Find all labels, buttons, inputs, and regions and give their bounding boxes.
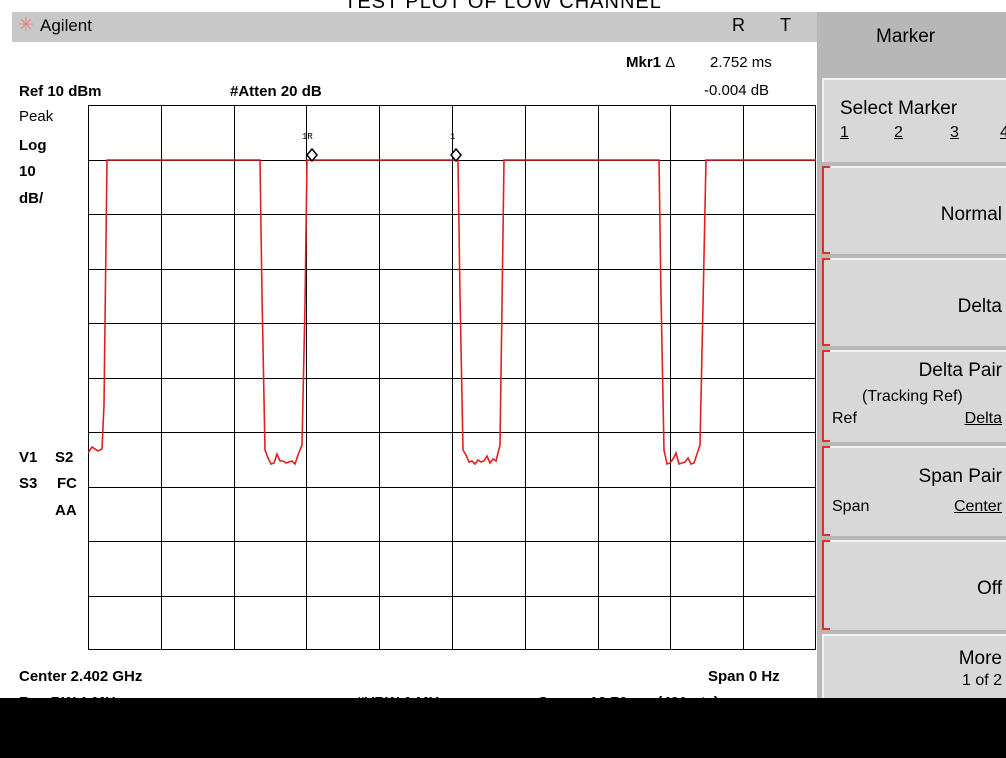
center-frequency: Center 2.402 GHz xyxy=(19,668,143,685)
span-pair-span: Span xyxy=(832,498,870,515)
marker-1: 1 xyxy=(450,132,462,163)
flag-aa: AA xyxy=(55,502,77,519)
delta-pair-ref: Ref xyxy=(832,410,857,427)
flag-s2: S2 xyxy=(55,449,74,466)
delta-key[interactable]: Delta xyxy=(822,258,1006,346)
more-label: More xyxy=(958,648,1002,669)
span-pair-label: Span Pair xyxy=(918,466,1002,487)
page-title: TEST PLOT OF LOW CHANNEL xyxy=(344,0,662,13)
more-page: 1 of 2 xyxy=(961,672,1002,689)
marker-1r-diamond xyxy=(306,147,318,163)
flag-fc: FC xyxy=(57,475,77,492)
marker-option-2[interactable]: 2 xyxy=(894,124,903,141)
key-bracket-delta xyxy=(822,258,830,346)
menu-title: Marker xyxy=(876,26,936,47)
marker-1r: 1R xyxy=(302,132,318,163)
status-bar xyxy=(0,698,1006,758)
agilent-spark-icon: ✳ xyxy=(18,15,34,36)
marker-1-label: 1 xyxy=(450,132,455,142)
scale-div-unit: dB/ xyxy=(19,190,44,207)
delta-pair-sub: (Tracking Ref) xyxy=(862,388,963,405)
brand-name: Agilent xyxy=(40,16,92,35)
key-bracket-delta-pair xyxy=(822,350,830,442)
attenuation: #Atten 20 dB xyxy=(230,83,322,100)
scale-div-value: 10 xyxy=(19,163,36,180)
select-marker-label: Select Marker xyxy=(840,98,958,119)
delta-pair-key[interactable]: Delta Pair (Tracking Ref) Ref Delta xyxy=(822,350,1006,442)
marker-option-4[interactable]: 4 xyxy=(1000,124,1006,141)
detector-mode: Peak xyxy=(19,108,54,125)
title-bar xyxy=(12,12,817,42)
normal-key[interactable]: Normal xyxy=(822,166,1006,254)
remote-indicator: R xyxy=(732,15,745,35)
delta-label: Delta xyxy=(957,296,1002,317)
marker-readout-label: Mkr1 Δ xyxy=(626,54,676,71)
off-key[interactable]: Off xyxy=(822,540,1006,630)
span-pair-center: Center xyxy=(953,498,1002,515)
marker-option-3[interactable]: 3 xyxy=(950,124,959,141)
trace-display: 1R 1 xyxy=(88,105,816,650)
flag-v1: V1 xyxy=(19,449,38,466)
marker-1-diamond xyxy=(450,147,462,163)
marker-readout-time: 2.752 ms xyxy=(710,54,772,71)
span-pair-key[interactable]: Span Pair Span Center xyxy=(822,446,1006,536)
marker-1r-label: 1R xyxy=(302,132,313,142)
ref-level: Ref 10 dBm xyxy=(19,83,102,100)
screen-edge xyxy=(0,42,12,698)
off-label: Off xyxy=(977,578,1002,599)
marker-readout-level: -0.004 dB xyxy=(704,82,770,99)
trace-line xyxy=(88,159,816,466)
trigger-indicator: T xyxy=(780,15,791,35)
span-value: Span 0 Hz xyxy=(708,668,780,685)
delta-pair-delta: Delta xyxy=(964,410,1002,427)
key-bracket-normal xyxy=(822,166,830,254)
scale-type: Log xyxy=(19,137,47,154)
graticule xyxy=(88,105,816,650)
more-key[interactable]: More 1 of 2 xyxy=(822,634,1006,698)
flag-s3: S3 xyxy=(19,475,38,492)
delta-pair-label: Delta Pair xyxy=(918,360,1002,381)
key-bracket-span-pair xyxy=(822,446,830,536)
key-bracket-off xyxy=(822,540,830,630)
normal-label: Normal xyxy=(940,204,1002,225)
select-marker-key[interactable]: Select Marker 1 2 3 4 xyxy=(822,78,1006,162)
marker-option-1[interactable]: 1 xyxy=(840,124,849,141)
